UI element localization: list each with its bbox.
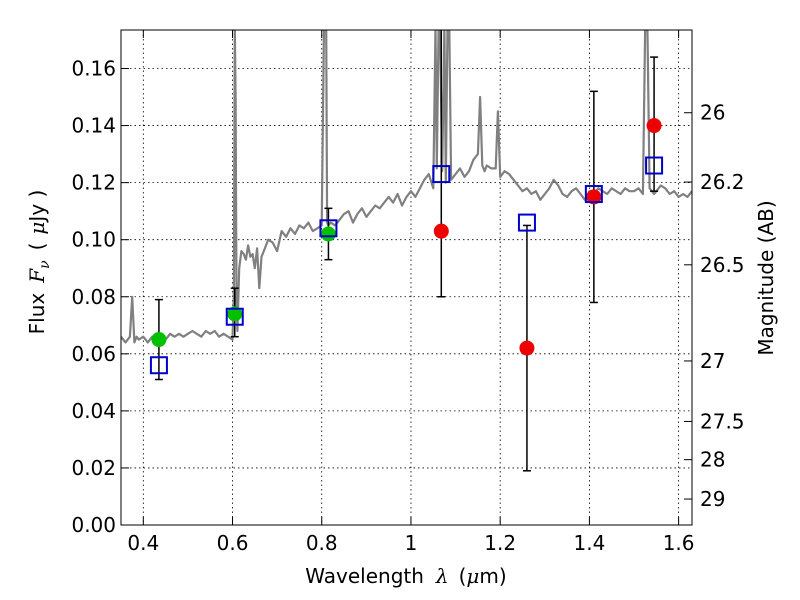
y2-axis-ticks: 26 26.2 26.5 27 27.5 28 29 bbox=[684, 101, 745, 511]
y-axis-ticks: 0.00 0.02 0.04 0.06 0.08 0.10 0.12 0.14 0.16 bbox=[71, 57, 129, 537]
x-axis-label: Wavelength λ (μm) bbox=[305, 564, 506, 588]
data-point-circle bbox=[519, 340, 535, 356]
x-axis-ticks: 0.4 0.6 0.8 1 1.2 1.4 1.6 bbox=[127, 30, 695, 555]
y-tick-label: 0.10 bbox=[71, 228, 116, 252]
y-tick-label: 0.12 bbox=[71, 171, 116, 195]
y-tick-label: 0.16 bbox=[71, 57, 116, 81]
grid-lines bbox=[121, 30, 692, 526]
y2-axis-label: Magnitude (AB) bbox=[754, 200, 778, 355]
x-tick-label: 0.8 bbox=[306, 531, 338, 555]
x-tick-label: 1.6 bbox=[663, 531, 695, 555]
y-tick-label: 0.02 bbox=[71, 456, 116, 480]
y2-tick-label: 26.2 bbox=[700, 170, 745, 194]
data-point-circle bbox=[646, 118, 662, 134]
y-axis-label: FluxFν(μJy ) bbox=[25, 190, 53, 335]
x-tick-label: 1.4 bbox=[573, 531, 605, 555]
y-tick-label: 0.04 bbox=[71, 399, 116, 423]
y-tick-label: 0.08 bbox=[71, 285, 116, 309]
data-point-square bbox=[319, 219, 338, 238]
x-tick-label: 1 bbox=[405, 531, 418, 555]
y2-tick-label: 26.5 bbox=[700, 253, 745, 277]
marker-layer bbox=[149, 118, 664, 375]
data-point-circle bbox=[320, 226, 336, 242]
y-tick-label: 0.06 bbox=[71, 342, 116, 366]
data-point-circle bbox=[151, 332, 167, 348]
y2-tick-label: 28 bbox=[700, 448, 725, 472]
x-tick-label: 1.2 bbox=[484, 531, 516, 555]
y2-tick-label: 29 bbox=[700, 487, 725, 511]
data-point-square bbox=[225, 307, 244, 326]
y2-tick-label: 27.5 bbox=[700, 409, 745, 433]
x-tick-label: 0.4 bbox=[127, 531, 159, 555]
plot-frame bbox=[120, 29, 693, 526]
y-tick-label: 0.00 bbox=[71, 513, 116, 537]
y2-tick-label: 27 bbox=[700, 349, 725, 373]
data-point-circle bbox=[433, 223, 449, 239]
y2-tick-label: 26 bbox=[700, 101, 725, 125]
data-point-square bbox=[149, 356, 168, 375]
data-point-square bbox=[645, 156, 664, 175]
data-point-square bbox=[517, 213, 536, 232]
data-point-square bbox=[584, 185, 603, 204]
x-tick-label: 0.6 bbox=[217, 531, 249, 555]
data-point-square bbox=[432, 165, 451, 184]
y-tick-label: 0.14 bbox=[71, 114, 116, 138]
